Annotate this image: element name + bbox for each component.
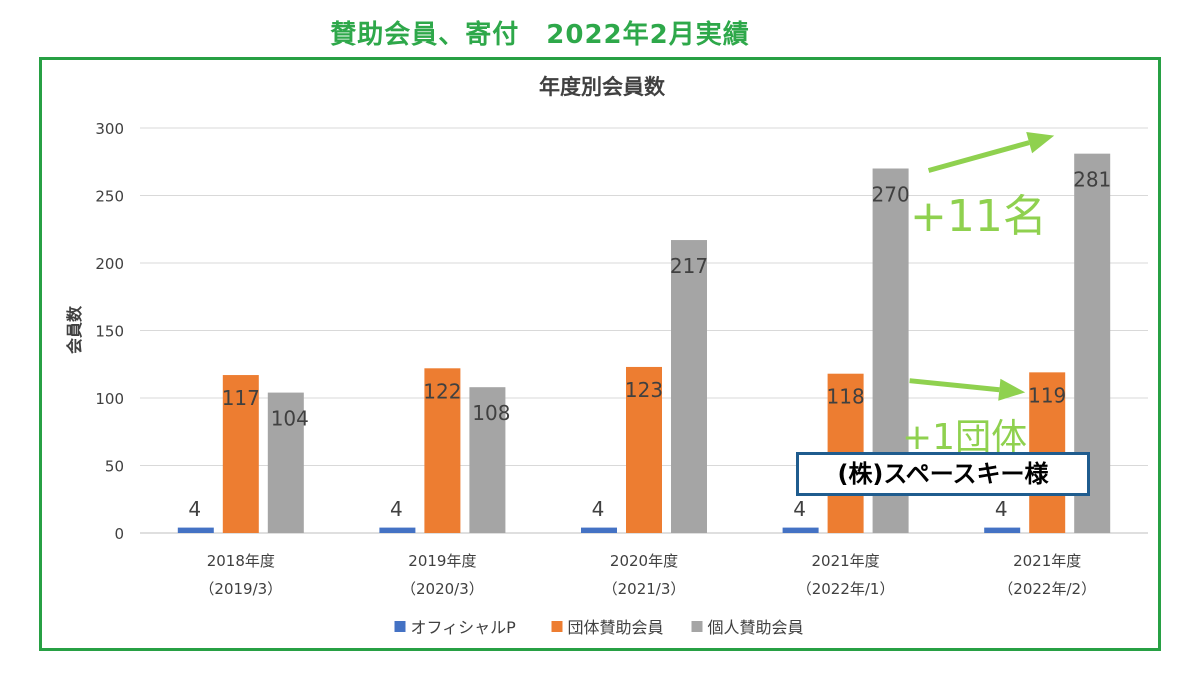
- y-tick-label: 150: [95, 323, 124, 341]
- data-label: 122: [423, 379, 461, 403]
- trend-arrows: [909, 132, 1055, 401]
- data-label: 217: [670, 254, 708, 278]
- x-tick-label: （2022年/1）: [797, 580, 895, 598]
- y-tick-label: 200: [95, 255, 124, 273]
- bar: [581, 527, 617, 533]
- legend-swatch: [394, 621, 406, 632]
- legend-swatch: [551, 621, 563, 632]
- bar: [984, 527, 1021, 533]
- y-tick-label: 0: [114, 525, 124, 543]
- chart-title: 年度別会員数: [539, 75, 666, 99]
- y-tick-label: 50: [105, 458, 124, 476]
- data-label: 4: [188, 497, 201, 521]
- legend-label: オフィシャルP: [411, 618, 517, 637]
- data-label: 4: [592, 497, 605, 521]
- bar: [469, 387, 506, 533]
- individual-delta-label: +11名: [910, 191, 1047, 242]
- page-title: 賛助会員、寄付 2022年2月実績: [330, 20, 750, 50]
- x-tick-label: 2021年度: [1013, 552, 1081, 570]
- data-label: 4: [793, 497, 806, 521]
- bar: [267, 392, 304, 533]
- x-tick-label: 2019年度: [408, 552, 476, 570]
- x-tick-label: 2018年度: [207, 552, 275, 570]
- data-label: 117: [222, 386, 260, 410]
- data-label: 104: [271, 407, 309, 431]
- y-axis-label: 会員数: [65, 305, 84, 354]
- data-label: 4: [995, 497, 1008, 521]
- legend-label: 個人賛助会員: [708, 618, 804, 637]
- bar: [671, 240, 707, 534]
- bar: [379, 527, 416, 533]
- legend-label: 団体賛助会員: [568, 618, 664, 637]
- y-tick-label: 100: [95, 390, 124, 408]
- x-tick-label: （2020/3）: [401, 580, 484, 598]
- bar: [177, 527, 214, 533]
- x-tick-label: （2021/3）: [603, 580, 686, 598]
- x-tick-label: （2019/3）: [199, 580, 282, 598]
- x-tick-label: 2020年度: [610, 552, 678, 570]
- data-label: 270: [872, 183, 910, 207]
- data-label: 4: [390, 497, 403, 521]
- individual-trend-arrow: [927, 132, 1055, 173]
- data-label: 108: [472, 401, 510, 425]
- bar: [222, 375, 259, 533]
- x-tick-label: （2022年/2）: [998, 580, 1096, 598]
- bar: [626, 366, 662, 533]
- bar: [782, 527, 819, 533]
- data-labels: 4 117 104 4 122 108 4 123 217 4 118 270 4 119 281: [188, 168, 1111, 521]
- x-axis-ticks: 2018年度 （2019/3） 2019年度 （2020/3） 2020年度 （2021/…: [199, 552, 1096, 598]
- y-tick-label: 250: [95, 188, 124, 206]
- data-label: 281: [1073, 168, 1111, 192]
- bar: [424, 368, 461, 533]
- group-trend-arrow: [909, 378, 1026, 401]
- data-label: 118: [827, 385, 865, 409]
- x-tick-label: 2021年度: [812, 552, 880, 570]
- data-label: 123: [625, 378, 663, 402]
- data-label: 119: [1028, 383, 1066, 407]
- legend-swatch: [691, 621, 703, 632]
- legend: オフィシャルP 団体賛助会員 個人賛助会員: [394, 618, 804, 637]
- sponsor-callout: (株)スペースキー様: [796, 452, 1090, 496]
- chart-frame: [39, 57, 1161, 651]
- y-axis-ticks: 0 50 100 150 200 250 300: [95, 120, 124, 543]
- y-tick-label: 300: [95, 120, 124, 138]
- group-delta-label: +1団体: [902, 417, 1028, 458]
